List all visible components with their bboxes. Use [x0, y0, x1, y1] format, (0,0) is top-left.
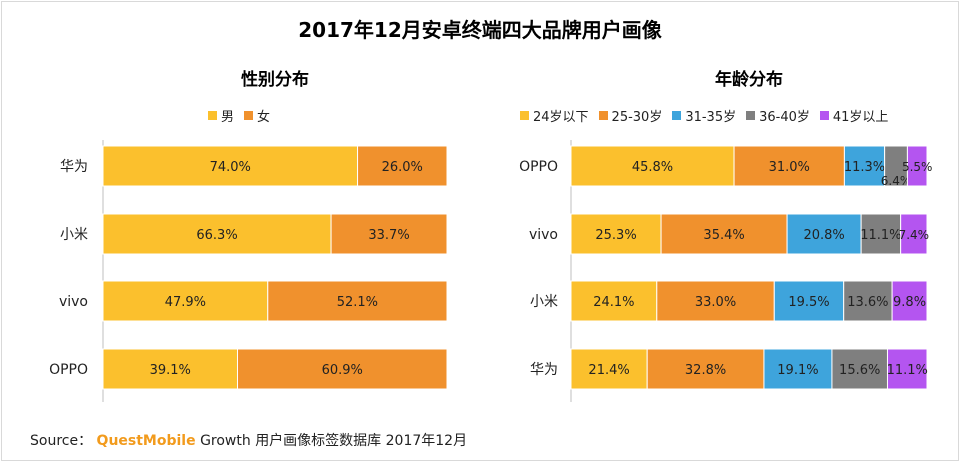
chart-1-bar-segment	[733, 145, 845, 187]
age-legend: 24岁以下 25-30岁 31-35岁 36-40岁 41岁以上	[520, 106, 898, 125]
chart-1-bar-segment	[570, 145, 735, 187]
chart-1-data-label: 6.4%	[881, 174, 912, 188]
legend-item: 25-30岁	[598, 106, 663, 125]
chart-1-data-label: 11.3%	[844, 160, 885, 175]
chart-1-bar-segment	[646, 348, 765, 390]
chart-1-data-label: 11.1%	[860, 228, 901, 243]
chart-0-data-label: 33.7%	[368, 228, 409, 243]
chart-0-category-label: OPPO	[49, 362, 88, 378]
chart-0-data-label: 47.9%	[165, 295, 206, 310]
chart-1-bar-segment	[843, 145, 886, 187]
source-prefix: Source：	[30, 433, 93, 449]
chart-1-data-label: 20.8%	[803, 228, 844, 243]
chart-1-data-label: 31.0%	[769, 160, 810, 175]
chart-0-bar-segment	[102, 145, 359, 187]
gender-legend: 男女	[208, 106, 280, 125]
legend-label: 女	[257, 109, 271, 125]
chart-1-data-label: 7.4%	[899, 228, 930, 242]
chart-1-category-label: 华为	[530, 362, 558, 378]
chart-1-bar-segment	[843, 280, 893, 322]
chart-1-data-label: 13.6%	[847, 295, 888, 310]
chart-1-bar-segment	[570, 280, 658, 322]
legend-item: 女	[244, 106, 270, 125]
legend-swatch	[598, 110, 608, 120]
legend-swatch	[520, 110, 529, 120]
chart-1-bar-segment	[570, 213, 662, 255]
legend-label: 25-30岁	[611, 109, 663, 125]
chart-1-bar-segment	[886, 348, 928, 390]
chart-0-data-label: 39.1%	[150, 363, 191, 378]
chart-1-data-label: 11.1%	[887, 363, 928, 378]
chart-0-data-label: 26.0%	[382, 160, 423, 175]
legend-label: 男	[221, 109, 235, 125]
legend-label: 41岁以上	[832, 109, 889, 125]
chart-1-category-label: OPPO	[519, 159, 558, 175]
chart-1-data-label: 35.4%	[703, 228, 744, 243]
chart-1-data-label: 19.1%	[777, 363, 818, 378]
chart-0-bar-segment	[237, 348, 448, 390]
legend-item: 男	[208, 106, 234, 125]
chart-1-data-label: 5.5%	[902, 160, 933, 174]
legend-swatch	[819, 110, 829, 120]
source-text: Growth 用户画像标签数据库 2017年12月	[200, 433, 468, 449]
chart-1-data-label: 33.0%	[695, 295, 736, 310]
legend-label: 31-35岁	[685, 109, 737, 125]
chart-0-bar-segment	[102, 348, 239, 390]
legend-label: 36-40岁	[759, 109, 810, 125]
chart-1-data-label: 32.8%	[685, 363, 726, 378]
chart-1-data-label: 9.8%	[893, 295, 926, 310]
legend-swatch	[746, 110, 756, 120]
chart-1-bar-segment	[906, 145, 928, 187]
chart-1-bar-segment	[570, 348, 648, 390]
chart-0-data-label: 74.0%	[210, 160, 251, 175]
chart-0-category-label: 华为	[60, 159, 88, 175]
chart-1-bar-segment	[773, 280, 845, 322]
chart-0-data-label: 60.9%	[322, 363, 363, 378]
legend-item: 31-35岁	[672, 106, 736, 125]
legend-item: 36-40岁	[746, 106, 810, 125]
chart-1-bar-segment	[900, 213, 928, 255]
chart-1-data-label: 19.5%	[788, 295, 829, 310]
chart-1-bar-segment	[860, 213, 902, 255]
gender-chart-title: 性别分布	[241, 70, 309, 90]
legend-swatch	[208, 110, 217, 120]
chart-0-bar-segment	[357, 145, 448, 187]
chart-1-data-label: 21.4%	[588, 363, 629, 378]
chart-1-bar-segment	[763, 348, 833, 390]
chart-1-bar-segment	[786, 213, 862, 255]
chart-1-data-label: 15.6%	[839, 363, 880, 378]
legend-swatch	[244, 110, 254, 120]
chart-1-bar-segment	[656, 280, 775, 322]
chart-0-bar-segment	[267, 280, 448, 322]
chart-1-bar-segment	[831, 348, 888, 390]
legend-item: 41岁以上	[819, 106, 889, 125]
chart-1-bar-segment	[660, 213, 788, 255]
chart-0-data-label: 52.1%	[337, 295, 378, 310]
main-title: 2017年12月安卓终端四大品牌用户画像	[298, 18, 662, 42]
chart-0-category-label: vivo	[59, 294, 88, 310]
chart-0-category-label: 小米	[60, 227, 88, 243]
chart-1-category-label: 小米	[530, 294, 558, 310]
chart-0-bar-segment	[102, 280, 269, 322]
age-chart-title: 年龄分布	[715, 70, 783, 90]
chart-0-bar-segment	[330, 213, 448, 255]
chart-0-data-label: 66.3%	[196, 228, 237, 243]
chart-1-data-label: 24.1%	[593, 295, 634, 310]
legend-label: 24岁以下	[533, 109, 589, 125]
brand-logo-text: QuestMobile	[96, 433, 196, 449]
legend-swatch	[672, 110, 682, 120]
chart-1-data-label: 45.8%	[632, 160, 673, 175]
source-note: Source： QuestMobile Growth 用户画像标签数据库 201…	[30, 430, 467, 450]
chart-1-category-label: vivo	[529, 227, 558, 243]
chart-1-bar-segment	[891, 280, 928, 322]
chart-1-data-label: 25.3%	[595, 228, 636, 243]
legend-item: 24岁以下	[520, 106, 589, 125]
